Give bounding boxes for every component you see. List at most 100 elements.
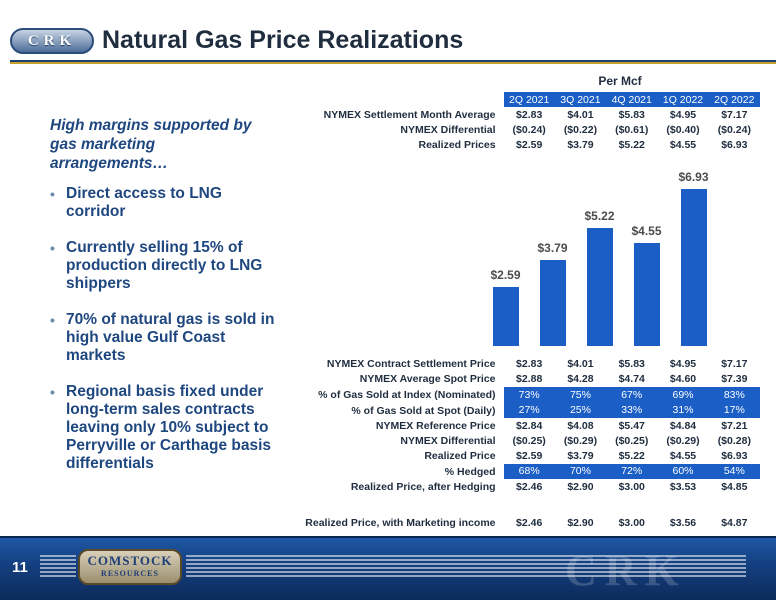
bar-data-label: $2.59	[490, 268, 521, 282]
table-cell: $4.87	[721, 516, 748, 529]
chart-bar	[680, 189, 707, 346]
table-cell: 54%	[708, 463, 760, 479]
footer-watermark: CRK	[565, 546, 687, 595]
quarter-header-row: 2Q 2021 3Q 2021 4Q 2021 1Q 2022 2Q 2022	[270, 92, 760, 107]
row-label: % Hedged	[270, 463, 504, 479]
table-cell: $2.59	[516, 449, 543, 462]
footer-stripes-left	[40, 555, 76, 581]
table-cell: 73%	[503, 386, 555, 403]
table-cell: $2.83	[516, 108, 543, 121]
table-cell: 60%	[657, 463, 709, 479]
row-label: % of Gas Sold at Spot (Daily)	[270, 402, 504, 418]
row-label: NYMEX Settlement Month Average	[323, 108, 496, 121]
table-cell: $6.93	[721, 138, 748, 151]
row-label: Realized Prices	[418, 138, 496, 151]
table-row: NYMEX Average Spot Price $2.88 $4.28 $4.74 $…	[270, 371, 760, 387]
table-row: % of Gas Sold at Index (Nominated) 73% 75%…	[270, 386, 760, 403]
table-row: Realized Prices $2.59 $3.79 $5.22 $4.55 $6.93	[270, 137, 760, 152]
bullet-icon: •	[50, 384, 55, 400]
row-label: Realized Price	[424, 449, 496, 462]
table-cell: 25%	[554, 402, 607, 418]
table-cell: 72%	[606, 463, 658, 479]
footer-stripes-right	[186, 555, 746, 581]
footer-divider	[0, 536, 776, 538]
table-cell: $4.74	[618, 372, 645, 385]
table-cell: $4.95	[669, 108, 697, 121]
price-detail-table: NYMEX Contract Settlement Price $2.83 $4.0…	[270, 356, 760, 530]
per-mcf-label: Per Mcf	[598, 74, 642, 88]
chart-bar	[492, 287, 519, 346]
row-label: NYMEX Differential	[400, 434, 496, 447]
quarter-header: 4Q 2021	[606, 92, 658, 107]
company-logo: CRK	[10, 28, 94, 54]
table-cell: $4.84	[669, 419, 697, 432]
bullet-item: • Direct access to LNG corridor	[50, 185, 276, 221]
bullet-item: • Currently selling 15% of production dir…	[50, 239, 276, 293]
table-cell: ($0.24)	[717, 123, 751, 136]
table-cell: $2.88	[516, 372, 543, 385]
quarter-header: 2Q 2022	[708, 92, 760, 107]
table-row: % of Gas Sold at Spot (Daily) 27% 25% 33% 31…	[270, 402, 760, 418]
header-spacer	[270, 92, 504, 107]
table-row: NYMEX Reference Price $2.84 $4.08 $5.47 $4.8…	[270, 418, 760, 433]
table-cell: $5.22	[618, 449, 645, 462]
table-cell: $7.39	[721, 372, 748, 385]
table-cell: $5.22	[618, 138, 645, 151]
row-label: Realized Price, with Marketing income	[305, 516, 496, 529]
table-cell: $4.01	[567, 357, 594, 370]
logo-line-2: RESOURCES	[101, 569, 159, 578]
table-cell: $3.79	[567, 449, 594, 462]
bullet-icon: •	[50, 240, 55, 256]
table-row: Realized Price $2.59 $3.79 $5.22 $4.55 $6.93	[270, 448, 760, 464]
chart-bar	[539, 260, 566, 346]
table-cell: 70%	[554, 463, 607, 479]
table-cell: ($0.25)	[512, 434, 546, 447]
table-cell: 33%	[606, 402, 658, 418]
bar-data-label: $4.55	[631, 224, 662, 238]
table-cell: 27%	[503, 402, 555, 418]
table-cell: ($0.25)	[615, 434, 649, 447]
table-row: NYMEX Differential ($0.24) ($0.22) ($0.61) (…	[270, 122, 760, 137]
table-cell: $7.17	[721, 108, 748, 121]
logo-line-1: COMSTOCK	[87, 553, 173, 568]
table-cell: $2.59	[516, 138, 543, 151]
table-cell: ($0.40)	[666, 123, 700, 136]
row-label: NYMEX Differential	[400, 123, 496, 136]
quarter-header: 2Q 2021	[503, 92, 555, 107]
row-label: Realized Price, after Hedging	[350, 480, 496, 493]
table-cell: $7.21	[721, 419, 748, 432]
row-label: NYMEX Contract Settlement Price	[326, 357, 496, 370]
bullet-text: Currently selling 15% of production dire…	[66, 239, 263, 292]
comstock-logo: COMSTOCK RESOURCES	[78, 549, 182, 585]
bullet-item: • 70% of natural gas is sold in high valu…	[50, 311, 276, 365]
table-cell: $2.90	[567, 480, 594, 493]
table-cell: $7.17	[721, 357, 748, 370]
table-cell: ($0.22)	[563, 123, 598, 136]
table-cell: $3.79	[567, 138, 594, 151]
bullet-list: • Direct access to LNG corridor • Currentl…	[50, 185, 276, 473]
table-cell: $5.83	[618, 357, 645, 370]
bullet-text: Regional basis fixed under long-term sal…	[66, 383, 272, 472]
table-row: Realized Price, with Marketing income $2.…	[270, 515, 760, 530]
bullet-icon: •	[50, 186, 55, 202]
table-cell: $2.84	[516, 419, 543, 432]
table-cell: $3.00	[618, 480, 645, 493]
table-cell: $4.55	[669, 138, 697, 151]
row-label: % of Gas Sold at Index (Nominated)	[270, 386, 504, 403]
row-label: NYMEX Average Spot Price	[359, 372, 496, 385]
table-row: Realized Price, after Hedging $2.46 $2.90 $…	[270, 479, 760, 494]
table-cell: $4.01	[567, 108, 594, 121]
title-divider	[10, 60, 776, 62]
table-cell: $2.83	[516, 357, 543, 370]
table-cell: $4.55	[669, 449, 697, 462]
table-cell: $4.85	[721, 480, 748, 493]
left-panel: High margins supported by gas marketing …	[50, 116, 276, 491]
table-cell: $2.46	[516, 516, 543, 529]
table-cell: $2.90	[567, 516, 594, 529]
table-cell: ($0.24)	[512, 123, 546, 136]
table-row: NYMEX Differential ($0.25) ($0.29) ($0.25) (…	[270, 433, 760, 448]
quarter-header: 3Q 2021	[554, 92, 607, 107]
table-cell: 83%	[708, 386, 760, 403]
table-cell: $3.53	[669, 480, 697, 493]
table-cell: $6.93	[721, 449, 748, 462]
